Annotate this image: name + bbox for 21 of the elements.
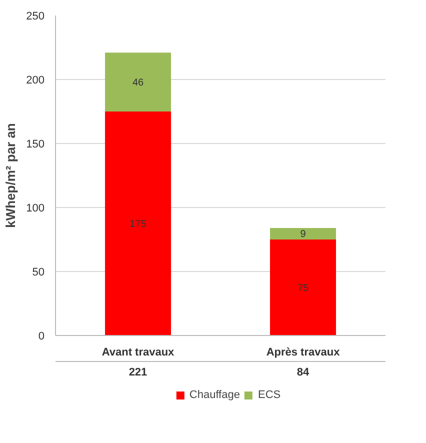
y-tick-label: 50 <box>32 266 45 278</box>
y-tick-label: 0 <box>38 330 45 342</box>
y-axis-title: kWhep/m² par an <box>3 123 18 228</box>
data-label: 46 <box>132 78 144 89</box>
x-tick-label: Avant travaux <box>102 346 176 358</box>
x-tick-label: Après travaux <box>266 346 341 358</box>
y-tick-label: 200 <box>26 74 45 86</box>
y-tick-label: 100 <box>26 202 45 214</box>
data-label: 175 <box>130 219 147 230</box>
bar <box>105 52 171 112</box>
total-label: 84 <box>296 366 310 378</box>
data-label: 9 <box>300 229 306 240</box>
bar <box>105 112 171 336</box>
y-tick-label: 150 <box>26 138 45 150</box>
total-label: 221 <box>128 366 148 378</box>
bar <box>270 240 336 336</box>
legend-label: ECS <box>258 389 281 401</box>
y-tick-label: 250 <box>26 10 45 22</box>
data-label: 75 <box>297 283 309 294</box>
bar <box>270 228 336 240</box>
legend-label: Chauffage <box>189 389 240 401</box>
